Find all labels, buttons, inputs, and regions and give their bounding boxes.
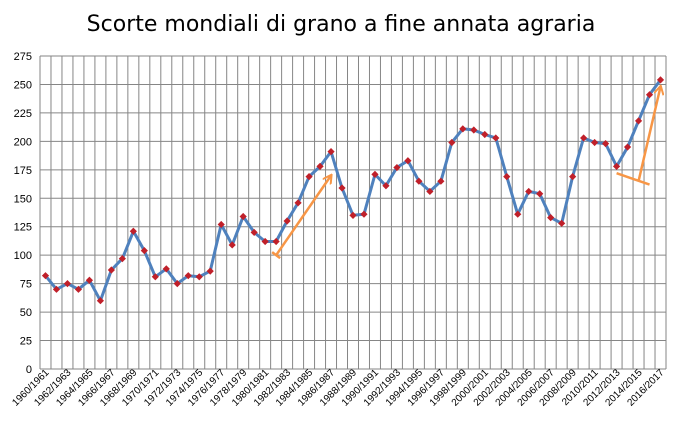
data-point <box>294 199 302 207</box>
annotations <box>271 87 661 260</box>
data-point <box>85 276 94 284</box>
y-tick-label: 275 <box>14 51 32 63</box>
data-point <box>437 177 445 185</box>
data-point <box>645 91 654 99</box>
arrow-tail <box>271 251 281 260</box>
data-point <box>195 273 203 281</box>
data-point <box>569 173 577 181</box>
data-point <box>634 117 643 125</box>
y-tick-label: 225 <box>14 108 32 120</box>
data-point <box>217 220 225 229</box>
data-point <box>426 187 434 196</box>
y-tick-label: 175 <box>14 165 32 177</box>
data-point <box>283 217 291 225</box>
data-point <box>52 285 61 293</box>
data-point <box>261 237 269 246</box>
y-tick-label: 250 <box>14 79 32 91</box>
y-tick-label: 25 <box>20 336 32 348</box>
data-point <box>173 280 181 288</box>
data-point <box>74 285 83 293</box>
data-point <box>591 138 599 147</box>
data-point <box>184 272 192 280</box>
y-tick-label: 50 <box>20 307 32 319</box>
gridlines <box>39 55 667 370</box>
data-point <box>481 130 489 139</box>
data-point <box>118 254 126 263</box>
y-tick-label: 200 <box>14 136 32 148</box>
data-point <box>612 162 621 171</box>
axes <box>39 56 666 370</box>
data-point <box>151 273 159 281</box>
data-point <box>360 210 368 218</box>
data-point <box>305 173 313 181</box>
x-tick-labels: 1960/19611962/19631964/19651966/19671968… <box>10 367 667 409</box>
data-point <box>448 138 456 147</box>
data-point <box>327 148 335 156</box>
data-point <box>547 214 555 222</box>
data-point <box>96 297 105 305</box>
y-tick-label: 150 <box>14 193 32 205</box>
data-point <box>623 143 632 151</box>
data-point <box>514 210 522 218</box>
data-point <box>459 125 467 133</box>
y-tick-label: 75 <box>20 279 32 291</box>
data-point <box>601 140 610 148</box>
data-point <box>338 184 346 192</box>
data-point <box>415 177 423 185</box>
data-point <box>250 228 258 237</box>
data-point <box>580 134 588 142</box>
chart-title: Scorte mondiali di grano a fine annata a… <box>86 12 596 37</box>
data-point <box>470 126 478 134</box>
data-point <box>393 163 401 172</box>
data-point <box>272 237 280 246</box>
data-point <box>228 241 236 249</box>
data-point <box>503 173 511 181</box>
data-point <box>558 219 566 227</box>
data-point <box>107 266 115 274</box>
data-point <box>316 162 324 171</box>
data-point <box>41 272 50 280</box>
data-point <box>371 170 379 178</box>
data-point <box>140 247 148 255</box>
data-point <box>162 265 170 273</box>
y-tick-label: 0 <box>26 364 32 376</box>
y-tick-label: 125 <box>14 222 32 234</box>
data-point <box>129 227 137 235</box>
data-point <box>656 76 665 84</box>
data-point <box>536 190 544 198</box>
series <box>41 76 665 305</box>
y-tick-labels: 0 25 50 75 100 125 150 175 200 225 250 275 <box>14 51 32 376</box>
trend-arrow <box>637 87 661 182</box>
y-tick-label: 100 <box>14 250 32 262</box>
base-line <box>616 172 650 186</box>
data-point <box>63 280 72 288</box>
trend-arrow <box>275 176 331 256</box>
data-point <box>492 134 500 142</box>
data-point <box>239 212 247 221</box>
data-point <box>382 182 390 190</box>
data-point <box>349 211 357 219</box>
data-point <box>404 157 412 165</box>
data-point <box>525 187 533 196</box>
data-point <box>206 267 214 275</box>
